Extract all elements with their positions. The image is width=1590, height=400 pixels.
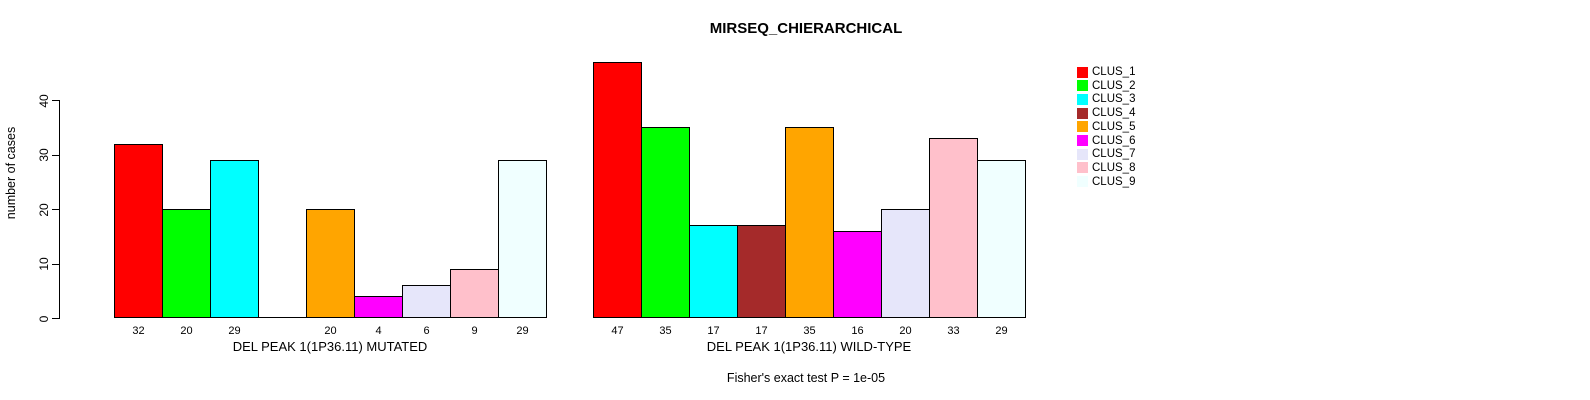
legend-swatch-clus_9 [1077,176,1088,188]
bar-value-label: 17 [707,325,720,337]
y-tick-label: 0 [37,315,51,322]
y-tick-label: 40 [37,93,51,108]
legend-label: CLUS_7 [1092,148,1136,161]
bar-value-label: 35 [803,325,816,337]
y-tick [52,154,59,156]
y-tick-label: 20 [37,202,51,217]
legend-swatch-clus_8 [1077,162,1088,174]
group-label-2: DEL PEAK 1(1P36.11) WILD-TYPE [706,339,912,354]
bar-clus_2-group2 [641,127,690,318]
bar-value-label: 29 [995,325,1008,337]
bar-value-label: 33 [947,325,960,337]
bar-value-label: 29 [516,325,529,337]
bar-clus_8-group1 [450,269,499,318]
bar-clus_1-group2 [593,62,642,318]
y-tick-label: 30 [37,148,51,162]
legend-label: CLUS_2 [1092,79,1136,92]
bar-clus_6-group1 [354,296,403,318]
y-tick [52,209,59,210]
bar-value-label: 29 [228,325,241,337]
bar-value-label: 20 [180,325,193,337]
bar-value-label: 20 [324,325,337,337]
bar-clus_9-group2 [977,160,1026,318]
legend-row-clus_2: CLUS_2 [1077,80,1135,92]
bar-clus_6-group2 [833,231,882,318]
legend-row-clus_9: CLUS_9 [1077,176,1135,188]
bar-clus_7-group1 [402,285,451,318]
bar-clus_9-group1 [498,160,547,318]
y-tick-label: 10 [37,257,51,271]
bar-value-label: 35 [659,325,672,337]
bar-clus_3-group2 [689,225,738,318]
bar-clus_1-group1 [114,144,163,318]
bar-value-label: 4 [375,325,382,337]
y-axis-line [59,100,60,319]
legend-label: CLUS_8 [1092,161,1136,174]
bar-value-label: 47 [611,325,624,337]
legend-row-clus_1: CLUS_1 [1077,66,1135,78]
legend-swatch-clus_5 [1077,121,1088,133]
bar-value-label: 17 [755,325,768,337]
bar-value-label: 32 [132,325,145,337]
legend-swatch-clus_1 [1077,66,1088,78]
y-axis-label: number of cases [4,126,18,220]
legend-swatch-clus_6 [1077,135,1088,146]
legend-row-clus_5: CLUS_5 [1077,121,1135,133]
bar-clus_7-group2 [881,209,930,318]
legend-label: CLUS_1 [1092,66,1136,78]
legend-row-clus_8: CLUS_8 [1077,162,1135,174]
bar-value-label: 6 [423,325,430,337]
y-tick [52,318,59,319]
bar-clus_3-group1 [210,160,259,318]
legend-swatch-clus_7 [1077,148,1088,160]
y-tick [52,100,59,101]
legend-label: CLUS_3 [1092,93,1136,106]
legend-label: CLUS_5 [1092,120,1136,133]
bar-value-label: 16 [851,325,864,337]
bar-clus_2-group1 [162,209,211,318]
chart-title: MIRSEQ_CHIERARCHICAL [709,20,903,37]
bar-clus_8-group2 [929,138,978,318]
bar-value-label: 20 [899,325,912,337]
legend-swatch-clus_4 [1077,107,1088,119]
legend-row-clus_7: CLUS_7 [1077,148,1135,160]
bar-clus_5-group1 [306,209,355,318]
legend-row-clus_6: CLUS_6 [1077,135,1135,147]
bar-clus_5-group2 [785,127,834,318]
bar-clus_4-group2 [737,225,786,318]
legend-label: CLUS_9 [1092,175,1136,188]
bar-value-label: 9 [471,325,478,337]
legend-label: CLUS_6 [1092,134,1136,147]
legend-swatch-clus_3 [1077,93,1088,105]
y-tick [52,263,59,265]
group-label-1: DEL PEAK 1(1P36.11) MUTATED [232,339,428,354]
fisher-note: Fisher's exact test P = 1e-05 [726,371,886,385]
legend-swatch-clus_2 [1077,80,1088,92]
legend-row-clus_3: CLUS_3 [1077,93,1135,105]
legend-label: CLUS_4 [1092,107,1136,120]
bar-clus_4-group1-zero [258,317,307,318]
legend-row-clus_4: CLUS_4 [1077,107,1135,119]
